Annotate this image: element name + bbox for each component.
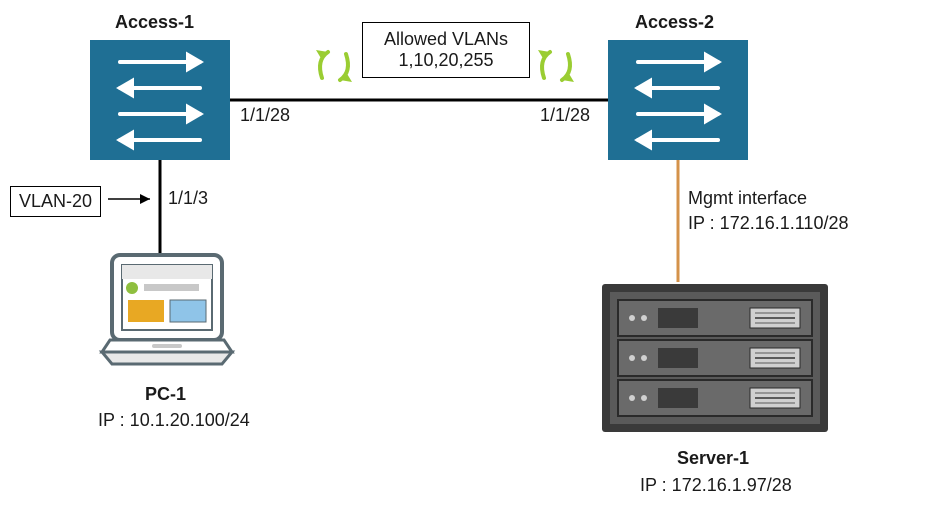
access1-access-port-label: 1/1/3 [168,188,208,209]
vlan-20-label: VLAN-20 [19,191,92,211]
access2-trunk-port-label: 1/1/28 [540,105,590,126]
access1-trunk-port-label: 1/1/28 [240,105,290,126]
allowed-vlans-title: Allowed VLANs [377,29,515,50]
pc-1-icon [92,252,242,382]
switch-access-1-icon [90,40,230,160]
access2-mgmt-label: Mgmt interface [688,188,807,209]
server-1-ip-label: IP : 172.16.1.97/28 [640,475,792,496]
switch-access-2-icon [608,40,748,160]
pc-1-name-label: PC-1 [145,384,186,405]
pc-1-ip-label: IP : 10.1.20.100/24 [98,410,250,431]
allowed-vlans-box: Allowed VLANs 1,10,20,255 [362,22,530,78]
access2-mgmt-ip-label: IP : 172.16.1.110/28 [688,213,848,234]
server-1-icon [600,282,830,442]
allowed-vlans-list: 1,10,20,255 [377,50,515,71]
switch-access-2-label: Access-2 [635,12,714,33]
server-1-name-label: Server-1 [677,448,749,469]
switch-access-1-label: Access-1 [115,12,194,33]
vlan-20-box: VLAN-20 [10,186,101,217]
